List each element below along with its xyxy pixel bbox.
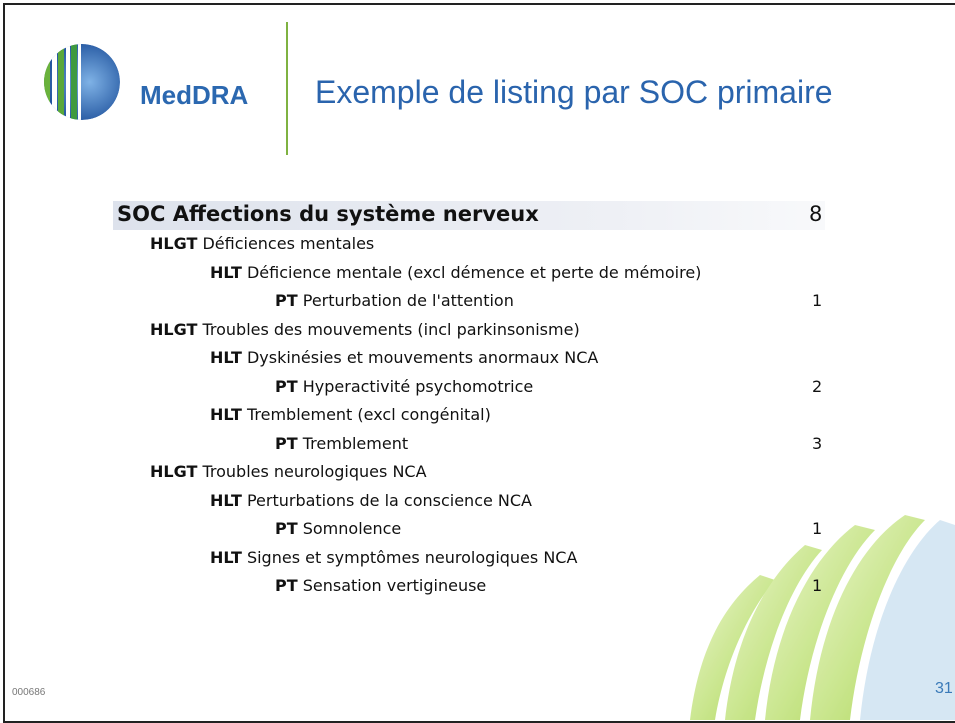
listing-row: PT Perturbation de l'attention	[275, 291, 514, 310]
listing-row: HLT Tremblement (excl congénital)	[210, 405, 491, 424]
level: HLT	[210, 348, 242, 367]
listing-row: HLGT Troubles neurologiques NCA	[150, 462, 427, 481]
listing-row: PT Somnolence	[275, 519, 401, 538]
term: Perturbation de l'attention	[302, 291, 514, 310]
level: HLT	[210, 405, 242, 424]
listing-row: HLGT Troubles des mouvements (incl parki…	[150, 320, 580, 339]
term: Troubles des mouvements (incl parkinsoni…	[202, 319, 580, 339]
listing-row: PT Hyperactivité psychomotrice	[275, 377, 533, 396]
listing-row: HLGT Déficiences mentales	[150, 234, 374, 253]
term: Déficiences mentales	[202, 234, 375, 253]
level: PT	[275, 433, 298, 453]
level: PT	[275, 291, 298, 310]
listing-row: HLT Dyskinésies et mouvements anormaux N…	[210, 348, 598, 367]
level: HLT	[210, 547, 242, 567]
level: HLT	[210, 262, 242, 282]
level: HLGT	[150, 319, 198, 339]
count: 1	[812, 519, 823, 538]
count: 1	[812, 576, 823, 595]
term: Signes et symptômes neurologiques NCA	[246, 547, 578, 567]
term: Sensation vertigineuse	[302, 576, 487, 595]
listing-row: HLT Perturbations de la conscience NCA	[210, 491, 532, 510]
listing-row: PT Tremblement	[275, 434, 408, 453]
level: HLGT	[150, 234, 198, 253]
term: Somnolence	[302, 519, 402, 538]
term: Tremblement	[302, 433, 409, 453]
term: Troubles neurologiques NCA	[202, 462, 427, 481]
level: HLGT	[150, 462, 198, 481]
soc-row: SOC Affections du système nerveux	[117, 202, 539, 226]
listing-row: HLT Signes et symptômes neurologiques NC…	[210, 548, 577, 567]
count: 1	[812, 291, 823, 310]
term: Tremblement (excl congénital)	[246, 405, 491, 424]
level: HLT	[210, 490, 242, 510]
count: 2	[812, 376, 823, 396]
count: 8	[809, 202, 823, 226]
level: PT	[275, 519, 298, 538]
term: Dyskinésies et mouvements anormaux NCA	[246, 348, 599, 367]
listing-row: PT Sensation vertigineuse	[275, 576, 486, 595]
term: Hyperactivité psychomotrice	[302, 376, 534, 396]
logo-text: MedDRA	[140, 80, 249, 110]
level: SOC	[117, 202, 166, 226]
term: Déficience mentale (excl démence et pert…	[246, 262, 702, 282]
level: PT	[275, 576, 298, 595]
level: PT	[275, 376, 298, 396]
listing-row: HLT Déficience mentale (excl démence et …	[210, 263, 701, 282]
term: Affections du système nerveux	[172, 202, 539, 226]
count: 3	[812, 433, 823, 453]
slide-title: Exemple de listing par SOC primaire	[315, 74, 833, 110]
soc-highlight	[113, 201, 825, 230]
footer-code: 000686	[12, 687, 46, 698]
page-number: 31	[935, 680, 953, 697]
term: Perturbations de la conscience NCA	[246, 490, 532, 510]
